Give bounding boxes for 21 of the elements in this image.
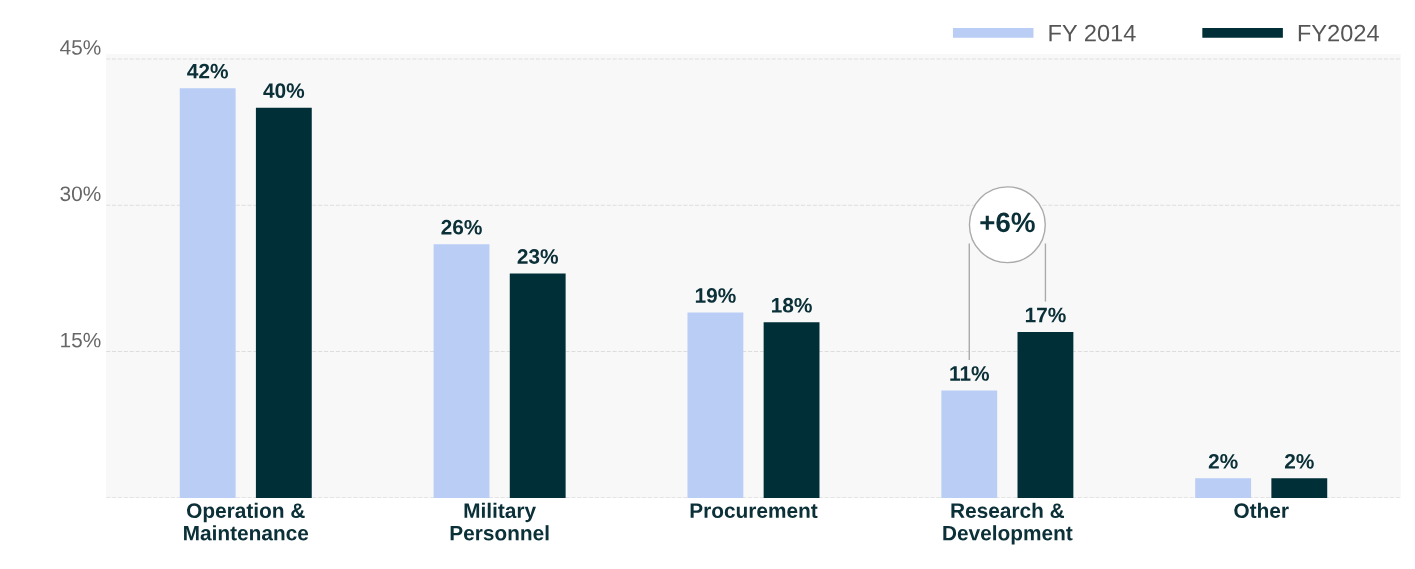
legend-label: FY 2014: [1049, 24, 1136, 42]
x-tick-label: Procurement: [690, 503, 818, 519]
data-label: 11%: [950, 366, 989, 381]
data-label: 2%: [1208, 453, 1238, 469]
y-tick-label: 30%: [60, 186, 101, 202]
annotation: +6%: [980, 212, 1035, 233]
data-label: 18%: [772, 297, 812, 313]
legend-label: FY2024: [1298, 24, 1379, 42]
data-label: 17%: [1025, 307, 1066, 323]
data-label: 40%: [263, 83, 305, 99]
x-tick-label: Research & Development: [943, 502, 1073, 545]
x-tick-label: Other: [1234, 502, 1289, 519]
x-tick-label: Military Personnel: [450, 502, 549, 541]
y-tick-label: 15%: [61, 332, 101, 348]
y-tick-label: 45%: [60, 40, 101, 55]
data-label: 26%: [441, 219, 482, 235]
x-tick-label: Operation & Maintenance: [184, 502, 309, 541]
data-label: 42%: [187, 63, 228, 79]
data-label: 19%: [695, 288, 736, 303]
data-label: 2%: [1284, 453, 1314, 469]
data-label: 23%: [517, 249, 558, 264]
